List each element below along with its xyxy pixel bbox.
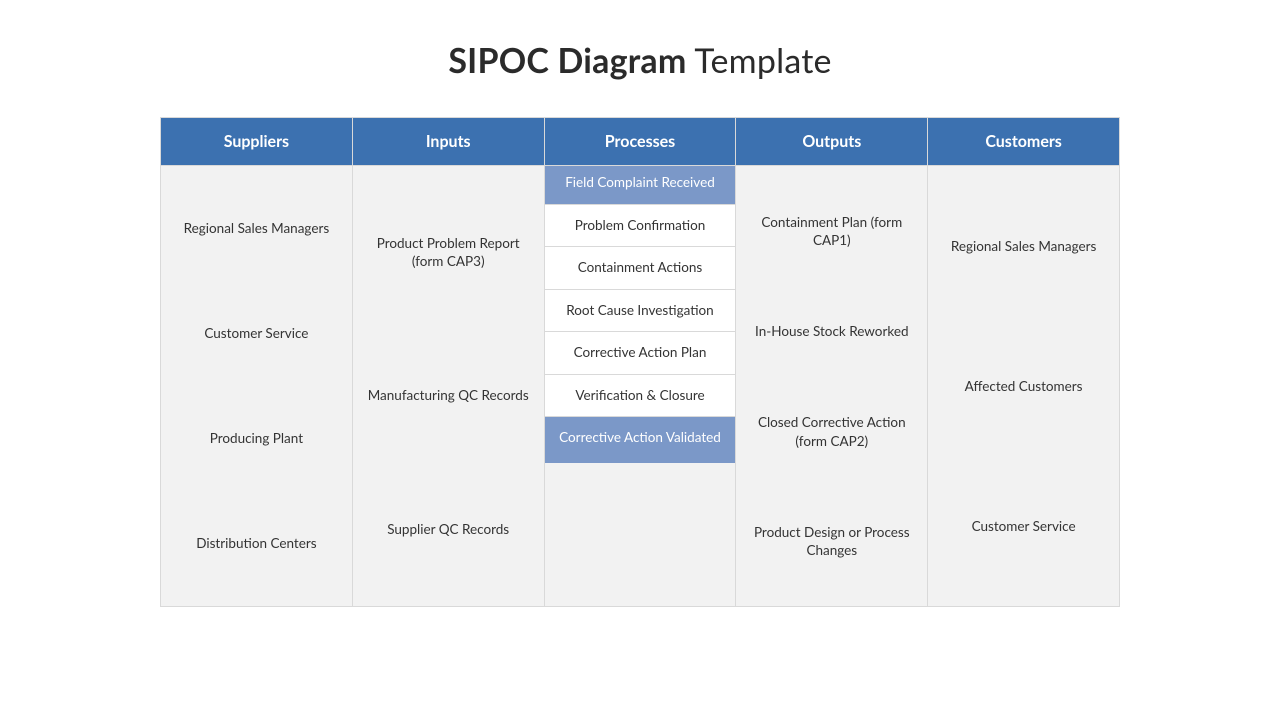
customer-item: Regional Sales Managers <box>936 231 1111 261</box>
process-step: Corrective Action Plan <box>545 331 736 374</box>
title-bold: SIPOC Diagram <box>448 40 686 81</box>
process-step: Containment Actions <box>545 246 736 289</box>
col-inputs: Inputs Product Problem Report (form CAP3… <box>353 118 545 606</box>
col-body-outputs: Containment Plan (form CAP1) In-House St… <box>736 166 927 606</box>
process-step: Verification & Closure <box>545 374 736 417</box>
page: SIPOC Diagram Template Suppliers Regiona… <box>0 0 1280 720</box>
supplier-item: Producing Plant <box>169 423 344 453</box>
output-item: Closed Corrective Action (form CAP2) <box>744 407 919 455</box>
output-item: In-House Stock Reworked <box>744 316 919 346</box>
col-body-suppliers: Regional Sales Managers Customer Service… <box>161 166 352 606</box>
col-header-customers: Customers <box>928 118 1119 166</box>
customer-item: Affected Customers <box>936 371 1111 401</box>
process-step-end: Corrective Action Validated <box>545 416 736 463</box>
col-body-processes: Field Complaint Received Problem Confirm… <box>545 166 736 606</box>
input-item: Supplier QC Records <box>361 514 536 544</box>
col-suppliers: Suppliers Regional Sales Managers Custom… <box>161 118 353 606</box>
col-body-customers: Regional Sales Managers Affected Custome… <box>928 166 1119 606</box>
col-outputs: Outputs Containment Plan (form CAP1) In-… <box>736 118 928 606</box>
output-item: Product Design or Process Changes <box>744 517 919 565</box>
supplier-item: Distribution Centers <box>169 528 344 558</box>
page-title: SIPOC Diagram Template <box>448 40 831 81</box>
col-header-suppliers: Suppliers <box>161 118 352 166</box>
customer-item: Customer Service <box>936 511 1111 541</box>
process-step: Root Cause Investigation <box>545 289 736 332</box>
title-regular: Template <box>687 40 832 81</box>
col-header-processes: Processes <box>545 118 736 166</box>
col-header-inputs: Inputs <box>353 118 544 166</box>
input-item: Manufacturing QC Records <box>361 380 536 410</box>
input-item: Product Problem Report (form CAP3) <box>361 228 536 276</box>
supplier-item: Regional Sales Managers <box>169 213 344 243</box>
col-header-outputs: Outputs <box>736 118 927 166</box>
sipoc-table: Suppliers Regional Sales Managers Custom… <box>160 117 1120 607</box>
process-step: Problem Confirmation <box>545 204 736 247</box>
col-customers: Customers Regional Sales Managers Affect… <box>928 118 1119 606</box>
col-processes: Processes Field Complaint Received Probl… <box>545 118 737 606</box>
col-body-inputs: Product Problem Report (form CAP3) Manuf… <box>353 166 544 606</box>
process-step-start: Field Complaint Received <box>545 166 736 204</box>
output-item: Containment Plan (form CAP1) <box>744 207 919 255</box>
supplier-item: Customer Service <box>169 318 344 348</box>
